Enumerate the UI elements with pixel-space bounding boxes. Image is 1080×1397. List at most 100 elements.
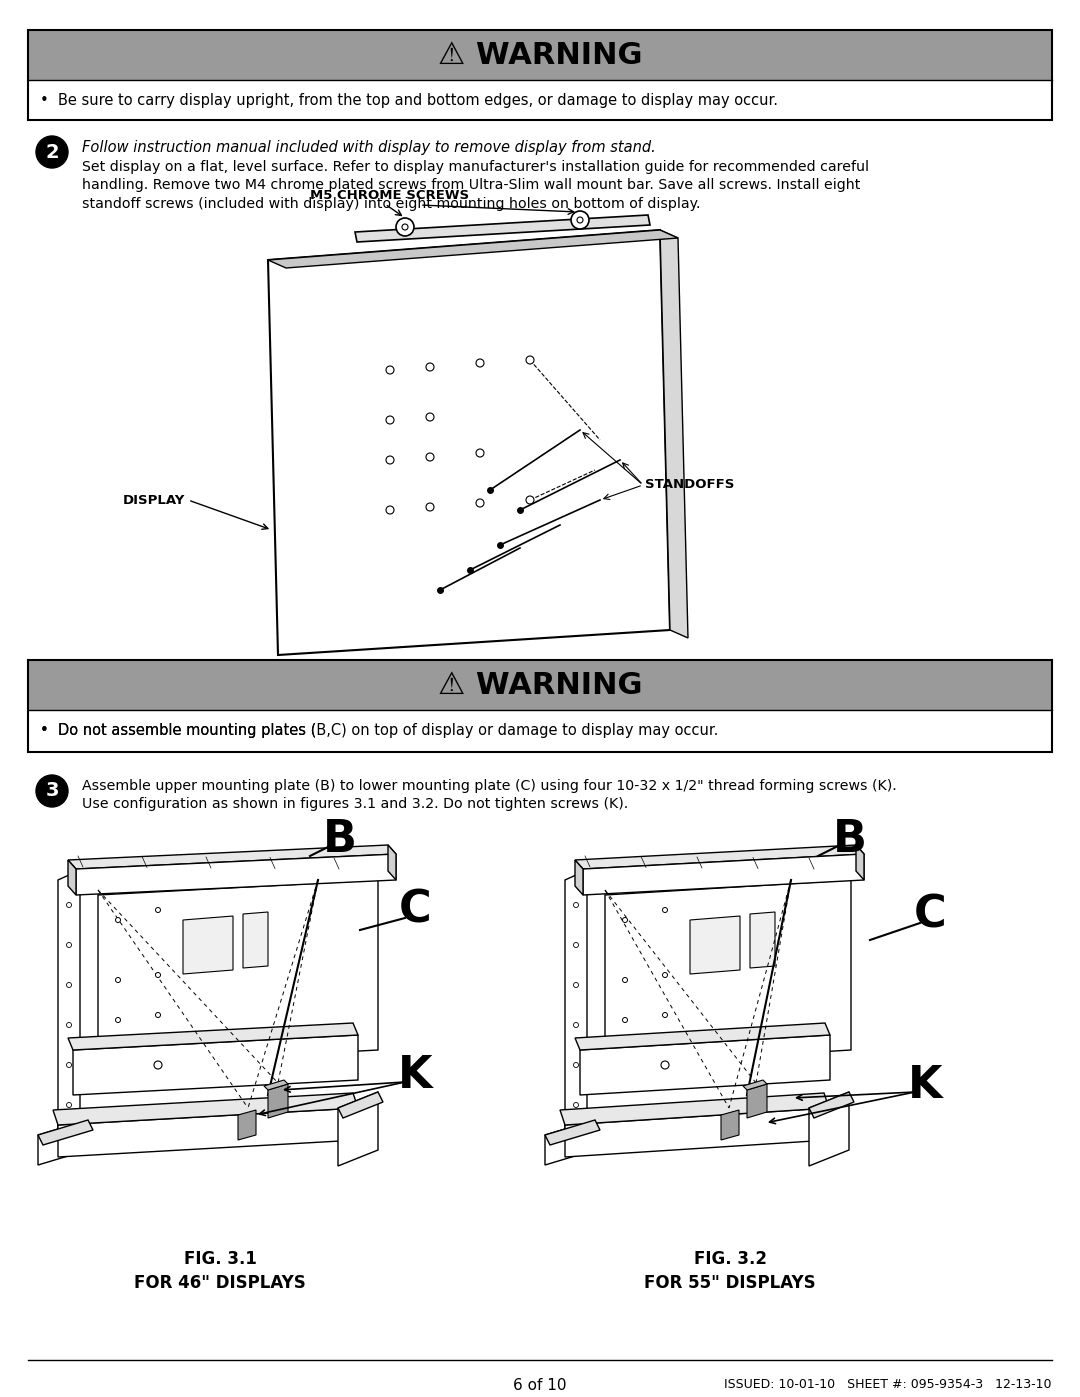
Polygon shape: [58, 1108, 357, 1157]
Polygon shape: [68, 1023, 357, 1051]
Circle shape: [426, 414, 434, 420]
Circle shape: [622, 978, 627, 982]
Circle shape: [67, 902, 71, 908]
Circle shape: [573, 1063, 579, 1067]
Polygon shape: [388, 845, 396, 880]
Circle shape: [573, 1023, 579, 1028]
Circle shape: [386, 455, 394, 464]
Polygon shape: [38, 1120, 93, 1146]
Polygon shape: [73, 1035, 357, 1095]
Circle shape: [526, 356, 534, 365]
Polygon shape: [76, 854, 396, 895]
Polygon shape: [68, 845, 396, 869]
Bar: [28, 29, 1052, 120]
Polygon shape: [565, 870, 588, 1150]
Polygon shape: [747, 1084, 767, 1118]
Circle shape: [36, 775, 68, 807]
Polygon shape: [605, 880, 851, 1065]
Text: Follow instruction manual included with display to remove display from stand.: Follow instruction manual included with …: [82, 140, 656, 155]
Circle shape: [476, 359, 484, 367]
Circle shape: [573, 982, 579, 988]
Circle shape: [156, 1013, 161, 1017]
Text: Use configuration as shown in figures 3.1 and 3.2. Do not tighten screws (K).: Use configuration as shown in figures 3.…: [82, 798, 629, 812]
Circle shape: [571, 211, 589, 229]
Circle shape: [396, 218, 414, 236]
Text: C: C: [914, 894, 946, 936]
Bar: [28, 659, 1052, 752]
Circle shape: [476, 499, 484, 507]
Text: 6 of 10: 6 of 10: [513, 1377, 567, 1393]
Text: B: B: [833, 819, 867, 862]
Polygon shape: [238, 1111, 256, 1140]
Bar: [28, 710, 1052, 752]
Circle shape: [386, 416, 394, 425]
Text: B: B: [323, 819, 357, 862]
Polygon shape: [575, 861, 583, 895]
Polygon shape: [721, 1111, 739, 1140]
Polygon shape: [575, 1023, 831, 1051]
Polygon shape: [809, 1092, 849, 1166]
Polygon shape: [575, 845, 864, 869]
Polygon shape: [264, 1080, 288, 1090]
Text: FIG. 3.2
FOR 55" DISPLAYS: FIG. 3.2 FOR 55" DISPLAYS: [644, 1250, 815, 1292]
Circle shape: [67, 1023, 71, 1028]
Circle shape: [402, 224, 408, 231]
Polygon shape: [38, 1120, 87, 1165]
Polygon shape: [545, 1120, 595, 1165]
Polygon shape: [268, 231, 678, 268]
Circle shape: [526, 496, 534, 504]
Polygon shape: [243, 912, 268, 968]
Polygon shape: [53, 1092, 357, 1125]
Circle shape: [622, 918, 627, 922]
Circle shape: [573, 902, 579, 908]
Polygon shape: [750, 912, 775, 968]
Circle shape: [67, 1063, 71, 1067]
Polygon shape: [561, 1092, 829, 1125]
Text: K: K: [908, 1063, 942, 1106]
Circle shape: [662, 1013, 667, 1017]
Circle shape: [154, 1060, 162, 1069]
Polygon shape: [355, 215, 650, 242]
Circle shape: [577, 217, 583, 224]
Bar: [28, 659, 1052, 710]
Circle shape: [67, 943, 71, 947]
Circle shape: [662, 908, 667, 912]
Text: •  Be sure to carry display upright, from the top and bottom edges, or damage to: • Be sure to carry display upright, from…: [40, 92, 778, 108]
Polygon shape: [268, 231, 670, 655]
Polygon shape: [68, 861, 76, 895]
Bar: [28, 29, 1052, 80]
Text: M5 CHROME SCREWS: M5 CHROME SCREWS: [310, 189, 470, 203]
Polygon shape: [545, 1120, 600, 1146]
Circle shape: [386, 506, 394, 514]
Circle shape: [116, 978, 121, 982]
Circle shape: [573, 1102, 579, 1108]
Text: ISSUED: 10-01-10   SHEET #: 095-9354-3   12-13-10: ISSUED: 10-01-10 SHEET #: 095-9354-3 12-…: [725, 1377, 1052, 1391]
Text: DISPLAY: DISPLAY: [123, 493, 185, 507]
Text: K: K: [397, 1053, 432, 1097]
Text: C: C: [399, 888, 431, 932]
Polygon shape: [690, 916, 740, 974]
Circle shape: [426, 363, 434, 372]
Circle shape: [661, 1060, 669, 1069]
Circle shape: [116, 1017, 121, 1023]
Circle shape: [476, 448, 484, 457]
Text: Assemble upper mounting plate (B) to lower mounting plate (C) using four 10-32 x: Assemble upper mounting plate (B) to low…: [82, 780, 896, 793]
Text: •  Do not assemble mounting plates (B,C) on top of display or damage to display : • Do not assemble mounting plates (B,C) …: [40, 724, 718, 739]
Circle shape: [116, 918, 121, 922]
Polygon shape: [98, 880, 378, 1065]
Circle shape: [662, 972, 667, 978]
Polygon shape: [660, 231, 688, 638]
Polygon shape: [809, 1092, 854, 1118]
Text: FIG. 3.1
FOR 46" DISPLAYS: FIG. 3.1 FOR 46" DISPLAYS: [134, 1250, 306, 1292]
Polygon shape: [338, 1092, 383, 1118]
Circle shape: [156, 908, 161, 912]
Polygon shape: [856, 845, 864, 880]
Bar: [28, 80, 1052, 120]
Circle shape: [426, 453, 434, 461]
Circle shape: [36, 136, 68, 168]
Text: 3: 3: [45, 781, 58, 800]
Text: 2: 2: [45, 142, 58, 162]
Text: ⚠ WARNING: ⚠ WARNING: [437, 41, 643, 70]
Polygon shape: [268, 1084, 288, 1118]
Polygon shape: [565, 1108, 829, 1157]
